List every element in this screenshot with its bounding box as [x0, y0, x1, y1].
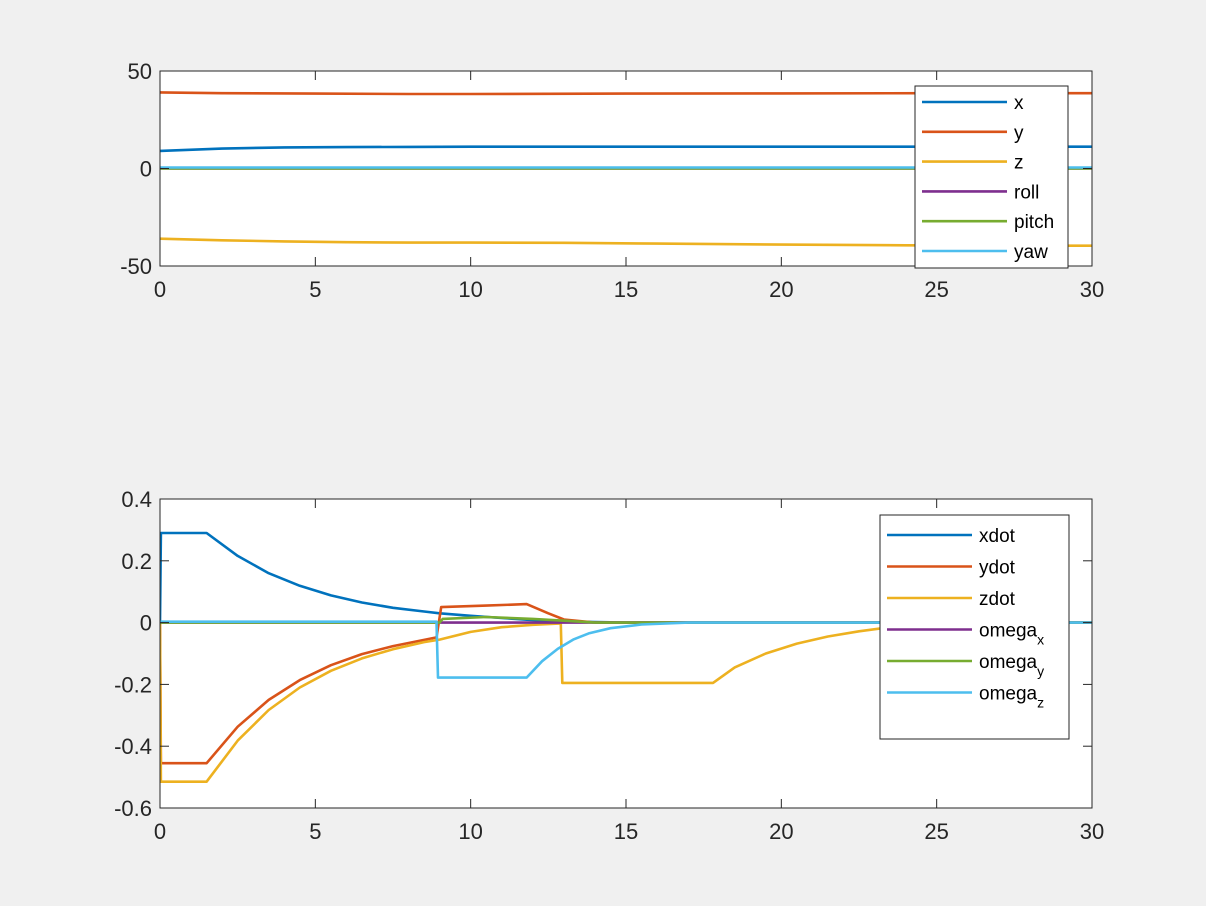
legend-entry-yaw: yaw	[922, 242, 1048, 263]
legend-entry-z: z	[922, 153, 1024, 174]
x-tick-label: 25	[924, 819, 948, 844]
x-tick-label: 5	[309, 819, 321, 844]
x-tick-label: 30	[1080, 819, 1104, 844]
legend-label: omegax	[979, 621, 1044, 648]
x-tick-label: 0	[154, 819, 166, 844]
x-tick-label: 5	[309, 277, 321, 302]
series-line-zdot	[160, 621, 1092, 784]
x-tick-label: 25	[924, 277, 948, 302]
series-line-omega-z	[160, 620, 1092, 679]
legend-entry-x: x	[922, 93, 1024, 114]
y-tick-label: -0.6	[114, 796, 152, 821]
legend-box	[914, 85, 1069, 269]
legend-entry-omega-y: omegay	[887, 652, 1044, 679]
y-tick-label: -0.2	[114, 672, 152, 697]
legend-entry-roll: roll	[922, 182, 1039, 203]
x-tick-label: 15	[614, 277, 638, 302]
series-line-y	[160, 91, 1092, 96]
y-tick-label: 0.4	[121, 487, 152, 512]
legend-entry-y: y	[922, 123, 1024, 144]
y-tick-label: 0	[140, 611, 152, 636]
legend-label: pitch	[1014, 212, 1054, 233]
y-tick-label: 0.2	[121, 549, 152, 574]
legend-label: x	[1014, 93, 1024, 114]
y-tick-label: 0	[140, 157, 152, 182]
legend-label: omegaz	[979, 684, 1044, 711]
legend-box	[879, 514, 1070, 740]
x-tick-label: 30	[1080, 277, 1104, 302]
legend-label: omegay	[979, 652, 1044, 679]
x-tick-label: 10	[458, 277, 482, 302]
x-tick-label: 15	[614, 819, 638, 844]
legend-label: xdot	[979, 526, 1016, 547]
legend[interactable]: xyz roll pitch yaw	[914, 85, 1069, 269]
x-tick-label: 0	[154, 277, 166, 302]
legend-label: roll	[1014, 182, 1039, 203]
legend-label: z	[1014, 153, 1024, 174]
legend-entry-ydot: ydot	[887, 558, 1016, 579]
legend-label: y	[1014, 123, 1024, 144]
x-tick-label: 20	[769, 819, 793, 844]
y-tick-label: -50	[120, 254, 152, 279]
legend[interactable]: xdot ydot zdot omegax omegay omegaz	[879, 514, 1070, 740]
series-line-x	[160, 145, 1092, 153]
x-tick-label: 10	[458, 819, 482, 844]
series-line-ydot	[160, 602, 1092, 765]
y-tick-label: -0.4	[114, 734, 152, 759]
legend-entry-pitch: pitch	[922, 212, 1054, 233]
x-tick-label: 20	[769, 277, 793, 302]
legend-entry-zdot: zdot	[887, 589, 1016, 610]
legend-label: ydot	[979, 558, 1016, 579]
bottom-subplot: 0 5 10 15 20 25 30 0.4 0.2 0 -0.2 -0.4 -0.6 xdot ydot z…	[114, 487, 1104, 844]
legend-entry-xdot: xdot	[887, 526, 1016, 547]
y-tick-label: 50	[128, 59, 152, 84]
series-line-omega-y	[160, 615, 1092, 624]
legend-label: zdot	[979, 589, 1016, 610]
legend-label: yaw	[1014, 242, 1048, 263]
legend-entry-omega-z: omegaz	[887, 684, 1044, 711]
legend-entry-omega-x: omegax	[887, 621, 1044, 648]
